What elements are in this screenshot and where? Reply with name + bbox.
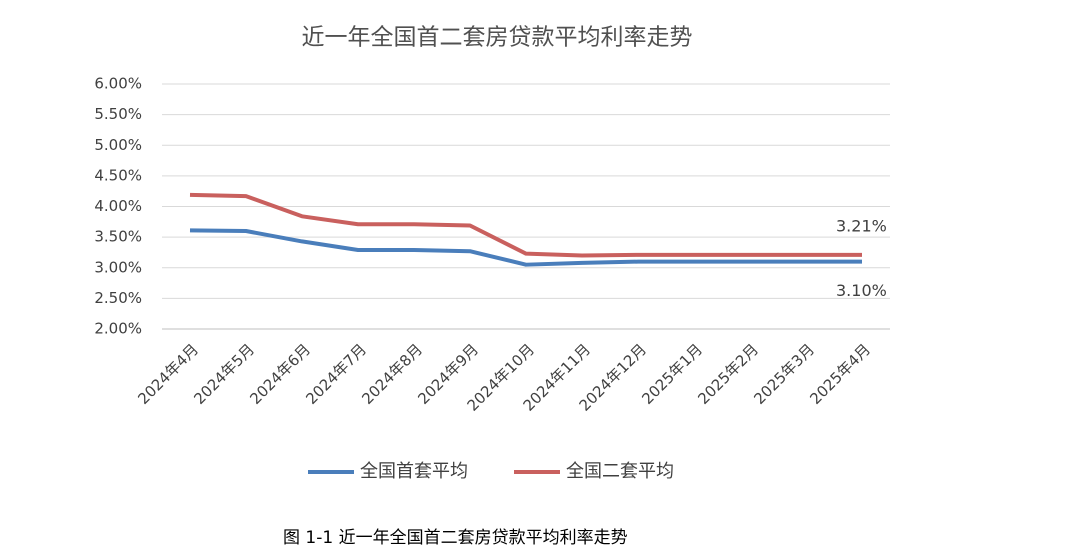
- y-tick-label: 2.00%: [94, 320, 142, 338]
- y-tick-label: 2.50%: [94, 289, 142, 307]
- x-tick-label: 2025年4月: [806, 340, 874, 408]
- line-series: [189, 228, 862, 267]
- y-tick-label: 4.00%: [94, 197, 142, 215]
- y-tick-label: 5.00%: [94, 136, 142, 154]
- legend-label: 全国首套平均: [360, 461, 468, 482]
- y-tick-label: 6.00%: [94, 75, 142, 93]
- y-tick-label: 5.50%: [94, 105, 142, 123]
- y-tick-label: 3.50%: [94, 228, 142, 246]
- chart-title: 近一年全国首二套房贷款平均利率走势: [302, 25, 693, 51]
- caption: 图 1-1 近一年全国首二套房贷款平均利率走势: [283, 528, 628, 548]
- data-label: 3.21%: [836, 216, 887, 235]
- legend-label: 全国二套平均: [566, 461, 674, 482]
- line-series: [189, 192, 862, 258]
- data-label: 3.10%: [836, 281, 887, 300]
- y-tick-label: 3.00%: [94, 258, 142, 276]
- y-tick-label: 4.50%: [94, 166, 142, 184]
